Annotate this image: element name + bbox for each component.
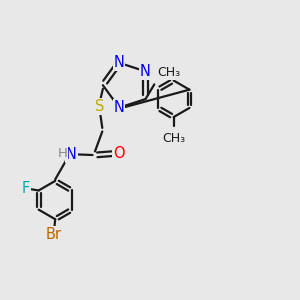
Text: N: N xyxy=(66,147,77,162)
Text: CH₃: CH₃ xyxy=(157,66,180,79)
Text: F: F xyxy=(22,181,30,196)
Text: S: S xyxy=(95,99,105,114)
Text: N: N xyxy=(114,55,124,70)
Text: H: H xyxy=(58,147,68,160)
Text: CH₃: CH₃ xyxy=(162,132,185,146)
Text: O: O xyxy=(113,146,124,161)
Text: N: N xyxy=(114,100,124,115)
Text: Br: Br xyxy=(46,227,62,242)
Text: N: N xyxy=(140,64,151,79)
